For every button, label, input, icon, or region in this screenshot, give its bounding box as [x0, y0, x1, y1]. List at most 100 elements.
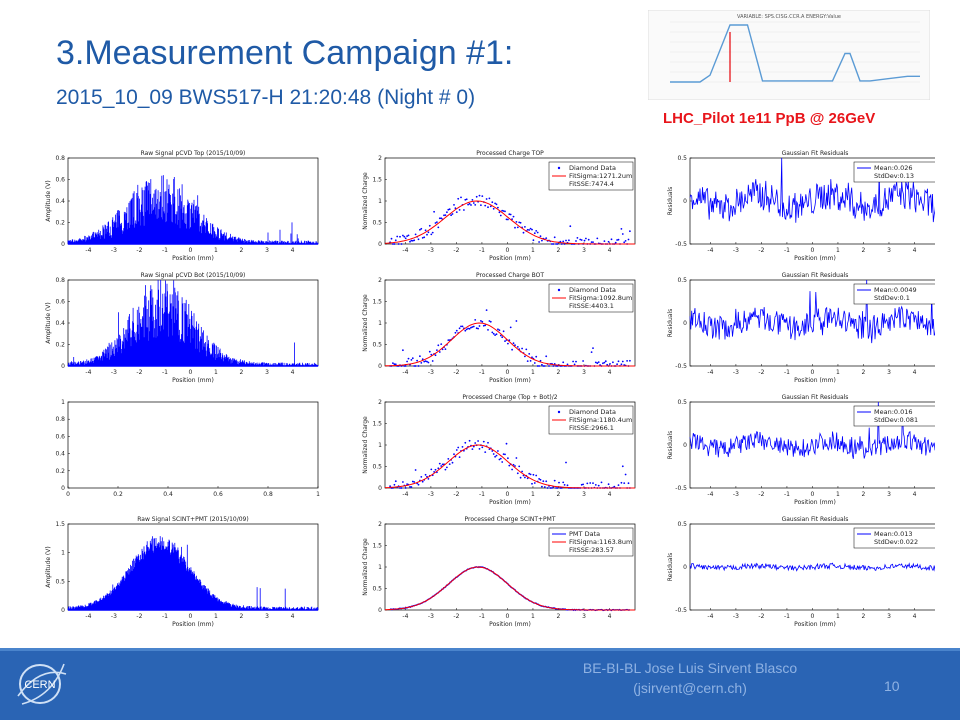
x-tick-label: -1: [162, 613, 168, 620]
data-point: [515, 457, 518, 459]
data-point: [526, 228, 529, 231]
x-tick-label: 1: [836, 369, 840, 376]
data-point: [475, 195, 478, 198]
y-tick-label: 1.5: [372, 177, 382, 184]
data-point: [392, 362, 394, 364]
y-tick-label: 0.2: [55, 468, 65, 475]
x-tick-label: -1: [479, 247, 485, 254]
y-axis-label: Amplitude (V): [45, 180, 52, 221]
x-tick-label: 0.4: [163, 491, 173, 498]
data-point: [487, 329, 489, 331]
data-point: [424, 229, 427, 232]
data-point: [549, 487, 552, 489]
x-tick-label: 1: [836, 613, 840, 620]
data-point: [464, 329, 467, 332]
data-point: [518, 465, 521, 468]
data-point: [620, 228, 623, 230]
data-point: [499, 334, 502, 337]
x-tick-label: -3: [111, 247, 117, 254]
data-point: [594, 484, 597, 486]
footer: CERN BE-BI-BL Jose Luis Sirvent Blasco (…: [0, 648, 960, 720]
data-point: [454, 331, 457, 334]
data-point: [516, 472, 519, 475]
data-point: [617, 360, 620, 363]
data-point: [453, 453, 455, 456]
data-point: [478, 325, 481, 327]
y-tick-label: 0.5: [677, 277, 687, 284]
data-point: [428, 350, 431, 353]
y-tick-label: -0.5: [675, 485, 687, 492]
x-tick-label: -2: [453, 247, 459, 254]
data-point: [481, 195, 484, 197]
data-point: [424, 360, 427, 362]
data-point: [607, 483, 610, 486]
data-point: [485, 309, 488, 311]
x-tick-label: -3: [428, 369, 434, 376]
gaussian-fit-line: [385, 322, 635, 367]
cern-logo-icon: CERN: [17, 663, 67, 705]
data-point: [424, 473, 427, 476]
x-tick-label: -2: [758, 247, 764, 254]
y-tick-label: 0.6: [55, 433, 65, 440]
x-tick-label: 0.6: [213, 491, 223, 498]
data-point: [556, 487, 559, 489]
data-point: [394, 363, 397, 366]
subplot-r3-c1: Processed Charge SCINT+PMT Position (mm) N…: [362, 516, 636, 628]
data-point: [560, 243, 563, 245]
x-tick-label: -2: [758, 491, 764, 498]
subplot-r2-c0: 0 0.2 0.4 0.6 0.8 1 0 0.2 0.4 0.6 0.8 1: [55, 399, 320, 498]
data-point: [447, 458, 450, 460]
data-point: [499, 457, 502, 460]
legend-entry: PMT Data: [569, 530, 600, 538]
data-point: [498, 211, 501, 214]
data-point: [437, 344, 440, 347]
plot-grid: Raw Signal pCVD Top (2015/10/09) Position…: [45, 150, 935, 628]
data-point: [535, 474, 538, 477]
x-tick-label: 1: [531, 491, 535, 498]
data-point: [609, 363, 611, 365]
legend-entry: FitSSE:7474.4: [569, 180, 614, 188]
data-point: [585, 237, 587, 240]
data-point: [494, 202, 496, 205]
x-tick-label: -3: [733, 491, 739, 498]
data-point: [433, 210, 435, 213]
data-point: [627, 482, 630, 485]
y-axis-label: Normalized Charge: [362, 538, 369, 596]
data-point: [427, 231, 430, 234]
subplot-r1-c0: Raw Signal pCVD Bot (2015/10/09) Position…: [45, 272, 319, 384]
data-point: [504, 210, 506, 213]
data-point: [542, 480, 545, 483]
data-point: [446, 466, 448, 469]
y-tick-label: 1: [378, 564, 382, 571]
data-point: [404, 237, 407, 240]
data-point: [399, 487, 401, 489]
x-tick-label: -4: [707, 247, 713, 254]
x-tick-label: 0: [66, 491, 70, 498]
energy-chart-frame: [648, 10, 930, 100]
data-point: [471, 199, 474, 201]
data-point: [394, 239, 397, 242]
data-point: [579, 238, 582, 241]
data-point: [535, 355, 538, 358]
data-point: [522, 231, 525, 234]
data-point: [421, 480, 424, 483]
data-point: [472, 445, 475, 448]
data-point: [555, 365, 557, 367]
data-point: [542, 365, 545, 367]
data-point: [426, 360, 428, 363]
data-point: [455, 211, 458, 213]
data-point: [430, 233, 433, 236]
data-point: [498, 458, 501, 461]
y-tick-label: 1.5: [372, 543, 382, 550]
data-point: [514, 226, 516, 229]
data-point: [428, 224, 431, 227]
data-point: [406, 235, 408, 237]
subplot-title: Gaussian Fit Residuals: [782, 150, 849, 157]
y-tick-label: 0.8: [55, 155, 65, 162]
data-point: [624, 473, 627, 476]
data-point: [526, 360, 529, 362]
data-point: [596, 237, 599, 240]
x-tick-label: 1: [531, 369, 535, 376]
data-point: [460, 325, 462, 328]
